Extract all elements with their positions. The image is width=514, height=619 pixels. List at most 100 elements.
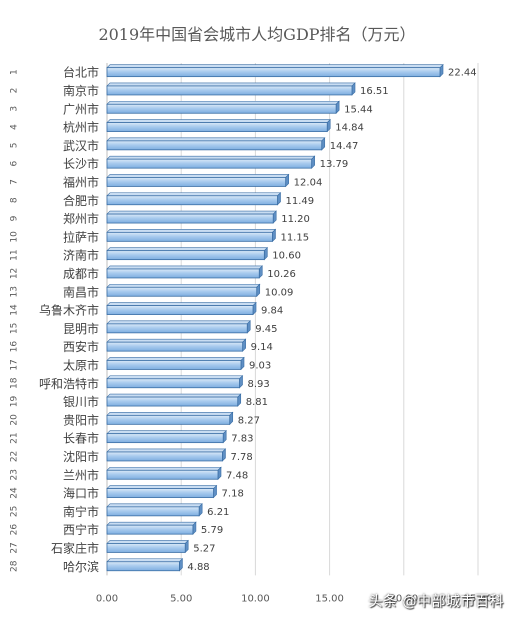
bar-top-face	[106, 521, 197, 526]
value-label: 9.03	[249, 360, 271, 371]
bar	[106, 433, 224, 444]
bar-top-face	[106, 540, 189, 544]
category-label: 西安市	[63, 339, 99, 354]
value-label: 7.48	[226, 470, 248, 481]
value-label: 16.51	[360, 86, 389, 97]
category-label: 杭州市	[63, 120, 99, 135]
bar-top-face	[106, 412, 234, 416]
bar-top-face	[106, 558, 184, 563]
x-tick-labels: 0.00 5.00 10.00 15.00 20.00 25.00	[96, 593, 492, 604]
category-label: 西宁市	[63, 522, 99, 537]
bar	[106, 396, 239, 407]
bar-top-face	[106, 430, 227, 434]
category-label: 合肥市	[63, 193, 99, 208]
rank-label: 28	[10, 560, 20, 572]
bar-top-face	[106, 210, 277, 215]
rank-label: 6	[10, 161, 20, 167]
rank-label: 24	[10, 487, 20, 499]
bar-top-face	[106, 338, 247, 343]
category-label: 长春市	[63, 431, 99, 446]
category-label: 海口市	[63, 486, 99, 501]
rank-label: 16	[10, 341, 20, 353]
rank-label: 7	[10, 179, 20, 185]
value-label: 8.81	[246, 397, 268, 408]
value-label: 11.49	[286, 196, 315, 207]
bar-top-face	[106, 393, 242, 398]
value-label: 11.15	[280, 232, 309, 243]
rank-label: 22	[10, 451, 20, 462]
bar-top-face	[106, 448, 227, 453]
bar-top-face	[106, 174, 290, 178]
rank-label: 27	[10, 542, 20, 553]
rank-label: 19	[10, 396, 20, 408]
value-label: 8.27	[238, 415, 260, 426]
value-label: 10.09	[265, 287, 294, 298]
bar	[106, 231, 273, 242]
rank-label: 23	[10, 469, 20, 480]
bar-top-face	[106, 192, 282, 197]
value-label: 10.60	[272, 251, 301, 262]
bar-top-face	[106, 357, 245, 361]
category-label: 昆明市	[63, 321, 99, 336]
category-label: 呼和浩特市	[39, 376, 99, 391]
bar	[106, 378, 240, 389]
bar-top-face	[106, 119, 331, 123]
bar	[106, 268, 260, 279]
rank-label: 4	[10, 124, 20, 130]
category-label: 济南市	[63, 248, 99, 263]
value-label: 6.21	[207, 507, 229, 518]
bar	[106, 158, 313, 169]
x-tick-label: 15.00	[315, 593, 344, 604]
rank-label: 5	[10, 142, 20, 148]
value-label: 9.14	[251, 342, 273, 353]
rank-label: 8	[10, 197, 20, 203]
category-label: 南宁市	[63, 504, 99, 519]
category-label: 南昌市	[63, 284, 99, 299]
category-label: 石家庄市	[51, 540, 99, 555]
value-label: 7.18	[222, 489, 244, 500]
bar	[106, 524, 194, 535]
bar-top-face	[106, 320, 251, 325]
category-label: 拉萨市	[63, 229, 99, 244]
value-label: 14.84	[335, 123, 364, 134]
bar	[106, 414, 231, 425]
rank-label: 21	[10, 432, 20, 443]
bar-top-face	[106, 247, 269, 251]
value-label: 15.44	[344, 104, 373, 115]
watermark: 头条 @中部城市百科	[368, 594, 504, 610]
category-label: 太原市	[63, 357, 99, 372]
bar	[106, 469, 219, 480]
category-axis: 台北市 1 南京市 2 广州市 3 杭州市 4 武汉市 5 长沙市 6 福州市 7 合肥市 8 郑州市 9 拉萨市 1…	[10, 63, 108, 576]
rank-label: 25	[10, 506, 20, 517]
category-label: 贵阳市	[63, 412, 99, 427]
x-tick-label: 0.00	[96, 593, 118, 604]
rank-label: 1	[10, 69, 20, 75]
value-label: 13.79	[320, 159, 349, 170]
rank-label: 3	[10, 106, 20, 112]
value-label: 9.45	[255, 324, 277, 335]
bar	[106, 543, 186, 553]
bar	[106, 341, 244, 352]
value-label: 5.79	[201, 525, 223, 536]
bar-top-face	[106, 100, 340, 105]
category-label: 广州市	[63, 101, 99, 116]
bar	[106, 250, 265, 261]
bar	[106, 561, 180, 572]
value-label: 14.47	[330, 141, 359, 152]
bar	[106, 286, 258, 297]
value-label: 7.83	[231, 434, 253, 445]
x-tick-label: 10.00	[241, 593, 270, 604]
rank-label: 15	[10, 323, 20, 334]
value-label: 5.27	[193, 543, 215, 554]
rank-label: 10	[10, 231, 20, 243]
category-label: 兰州市	[63, 467, 99, 482]
bar	[106, 177, 287, 187]
bar	[106, 195, 278, 206]
category-label: 乌鲁木齐市	[39, 303, 99, 318]
rank-label: 13	[10, 286, 20, 297]
category-label: 长沙市	[63, 156, 99, 171]
category-label: 福州市	[63, 174, 99, 189]
rank-label: 11	[10, 249, 20, 260]
